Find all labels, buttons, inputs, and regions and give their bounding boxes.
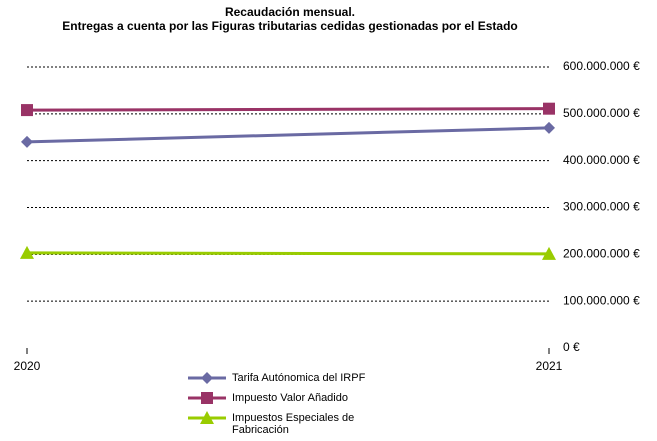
y-tick-label: 100.000.000 €	[563, 293, 640, 307]
legend-label: Impuesto Valor Añadido	[232, 392, 348, 404]
legend-marker	[200, 411, 214, 424]
chart-subtitle: Entregas a cuenta por las Figuras tribut…	[62, 19, 518, 33]
chart-title: Recaudación mensual.	[224, 5, 356, 19]
legend-marker	[201, 372, 213, 384]
series-line	[26, 251, 550, 256]
marker	[543, 102, 555, 115]
y-tick-label: 500.000.000 €	[563, 106, 640, 120]
series-line	[26, 107, 550, 112]
legend-label: Impuestos Especiales de Fabricación	[232, 412, 355, 436]
y-tick-label: 300.000.000 €	[563, 200, 640, 214]
y-tick-label: 0 €	[563, 340, 580, 354]
y-tick-label: 600.000.000 €	[563, 59, 640, 73]
marker	[21, 104, 33, 117]
legend-label: Tarifa Autónomica del IRPF	[232, 372, 366, 384]
y-tick-label: 200.000.000 €	[563, 247, 640, 261]
marker	[542, 246, 556, 260]
series-line	[26, 126, 550, 144]
marker	[543, 121, 555, 134]
y-tick-label: 400.000.000 €	[563, 153, 640, 167]
x-tick-label: 2021	[536, 359, 563, 373]
marker	[21, 135, 33, 148]
marker	[20, 245, 34, 259]
x-tick-label: 2020	[14, 359, 41, 373]
legend-marker	[201, 392, 213, 404]
